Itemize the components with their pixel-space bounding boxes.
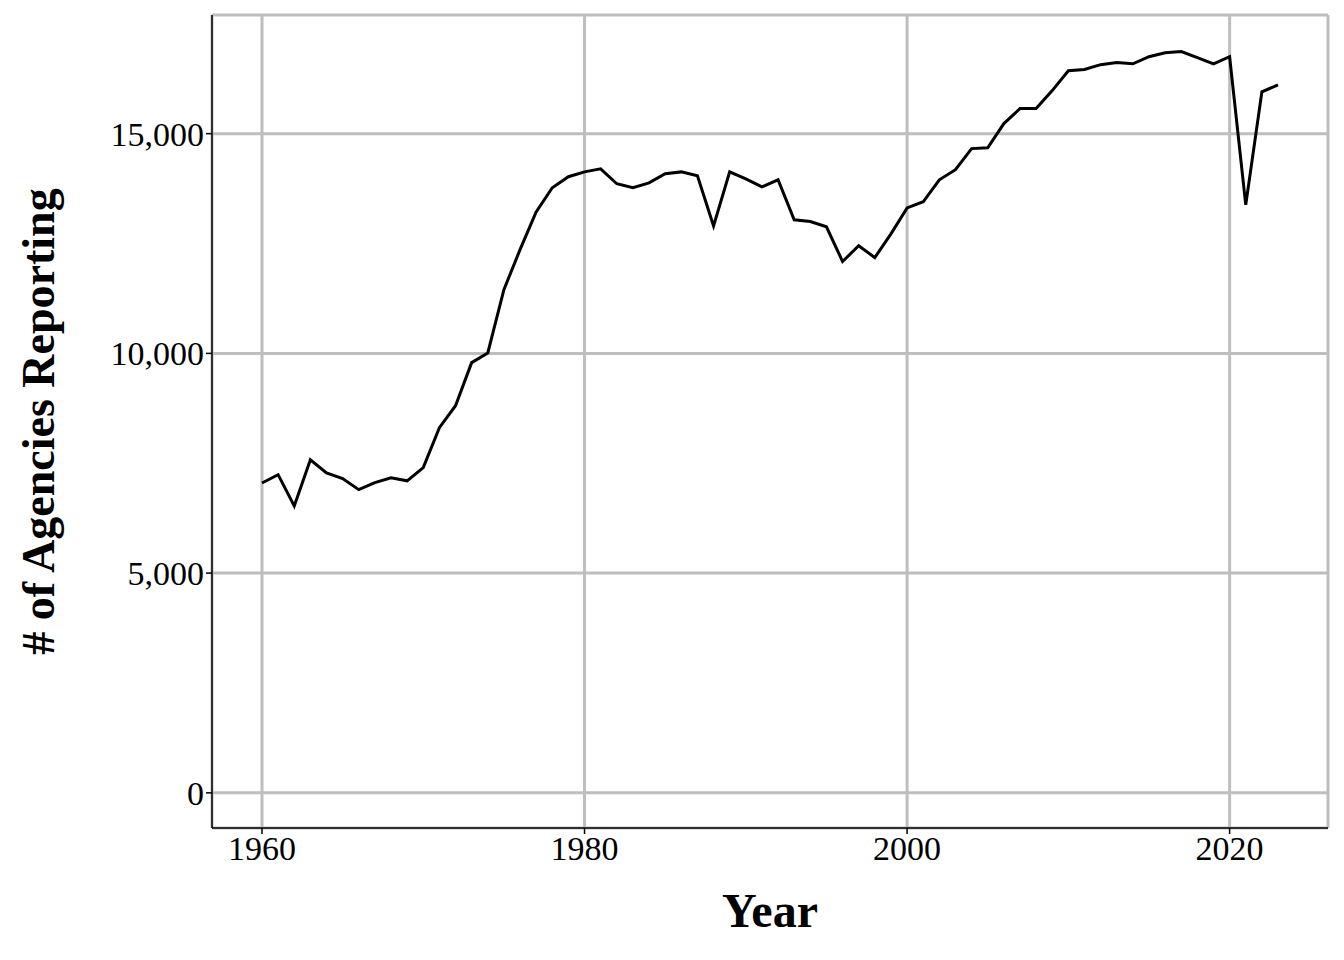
svg-text:15,000: 15,000 [111,116,205,153]
svg-text:# of Agencies Reporting: # of Agencies Reporting [13,188,64,654]
svg-text:5,000: 5,000 [128,555,205,592]
svg-text:Year: Year [722,884,818,937]
svg-text:0: 0 [187,775,204,812]
svg-text:1980: 1980 [551,830,619,867]
svg-text:2020: 2020 [1196,830,1264,867]
svg-text:2000: 2000 [873,830,941,867]
svg-text:1960: 1960 [228,830,296,867]
svg-text:10,000: 10,000 [111,335,205,372]
